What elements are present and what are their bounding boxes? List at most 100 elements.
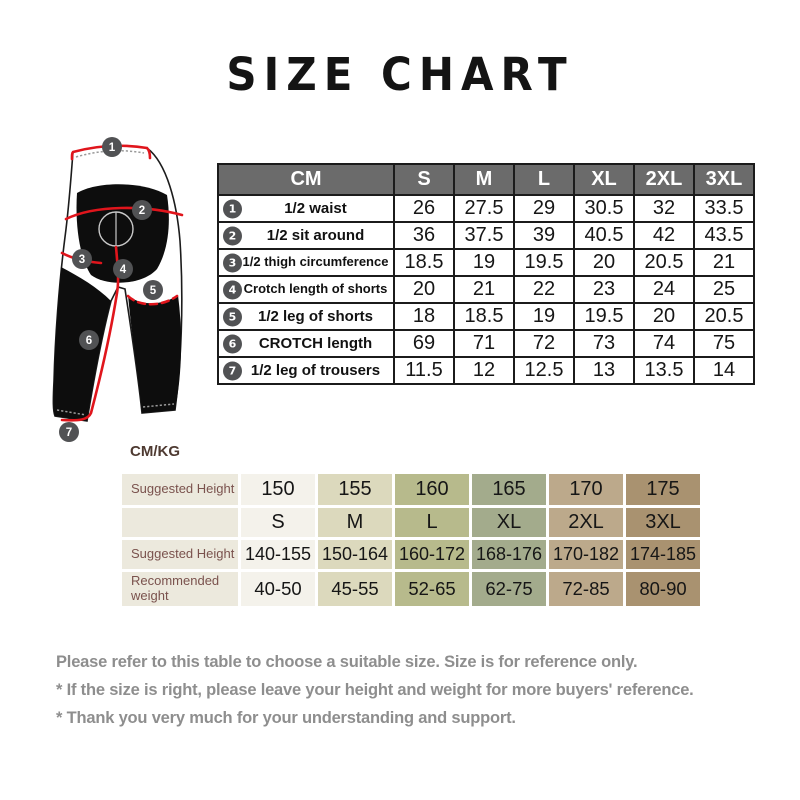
table-cell: 18: [393, 302, 455, 331]
row-number-badge: 7: [223, 361, 242, 380]
table-cell: 13: [573, 356, 635, 385]
size-col-header: 3XL: [693, 163, 755, 196]
size-col-header: 2XL: [633, 163, 695, 196]
table-cell: 36: [393, 221, 455, 250]
unit-header-cell: CM: [217, 163, 395, 196]
note-line: * If the size is right, please leave you…: [56, 681, 694, 699]
table-cell: 30.5: [573, 194, 635, 223]
table-cell: 24: [633, 275, 695, 304]
table-cell: 18.5: [393, 248, 455, 277]
measure-badge-3: 3: [72, 249, 92, 269]
row-number-badge: 4: [223, 280, 242, 299]
fit-row-recommended-weight: Recommended weight 40-50 45-55 52-65 62-…: [122, 572, 700, 606]
table-cell: 170: [549, 474, 623, 505]
table-cell: 39: [513, 221, 575, 250]
shorts-hem-dashed-line: [126, 294, 179, 306]
table-cell: 23: [573, 275, 635, 304]
measurement-label: 1/2 leg of trousers: [250, 362, 381, 379]
measurement-row-crotch-shorts: 4 Crotch length of shorts 20 21 22 23 24 …: [217, 275, 755, 304]
table-cell: 43.5: [693, 221, 755, 250]
svg-text:3: 3: [79, 254, 85, 266]
table-cell: 150: [241, 474, 315, 505]
fit-row-suggested-height-range: Suggested Height 140-155 150-164 160-172…: [122, 540, 700, 569]
table-cell: 75: [693, 329, 755, 358]
measurement-label: Crotch length of shorts: [243, 281, 388, 297]
table-cell: 2XL: [549, 508, 623, 537]
fit-table: Suggested Height 150 155 160 165 170 175…: [119, 471, 703, 609]
row-number-badge: 2: [223, 226, 242, 245]
measure-badge-5: 5: [143, 280, 163, 300]
table-cell: 74: [633, 329, 695, 358]
size-col-header: L: [513, 163, 575, 196]
measure-badge-4: 4: [113, 259, 133, 279]
measurement-row-thigh: 3 1/2 thigh circumference 18.5 19 19.5 20…: [217, 248, 755, 277]
size-col-header: XL: [573, 163, 635, 196]
table-cell: 13.5: [633, 356, 695, 385]
table-cell: 29: [513, 194, 575, 223]
row-number-badge: 1: [223, 199, 242, 218]
table-cell: 26: [393, 194, 455, 223]
right-ankle-stitching: [142, 403, 175, 408]
table-cell: 71: [453, 329, 515, 358]
hip-line: [64, 206, 184, 221]
svg-text:6: 6: [86, 335, 92, 347]
table-cell: 37.5: [453, 221, 515, 250]
table-cell: 19: [453, 248, 515, 277]
size-table-header-row: CM S M L XL 2XL 3XL: [217, 163, 755, 196]
fit-row-label: [122, 508, 238, 537]
table-cell: 11.5: [393, 356, 455, 385]
table-cell: 160: [395, 474, 469, 505]
table-cell: 27.5: [453, 194, 515, 223]
table-cell: 12: [453, 356, 515, 385]
table-cell: 155: [318, 474, 392, 505]
table-cell: 14: [693, 356, 755, 385]
fit-row-label: Suggested Height: [122, 540, 238, 569]
measure-badge-7: 7: [59, 422, 79, 442]
measurement-label: 1/2 sit around: [266, 227, 365, 244]
table-cell: 168-176: [472, 540, 546, 569]
table-cell: S: [241, 508, 315, 537]
row-number-badge: 5: [223, 307, 242, 326]
fit-row-suggested-height-top: Suggested Height 150 155 160 165 170 175: [122, 474, 700, 505]
table-cell: 20.5: [633, 248, 695, 277]
fit-row-label: Suggested Height: [122, 474, 238, 505]
table-cell: 20: [573, 248, 635, 277]
fit-row-sizes: S M L XL 2XL 3XL: [122, 508, 700, 537]
measurement-label: 1/2 leg of shorts: [257, 308, 374, 325]
table-cell: 3XL: [626, 508, 700, 537]
table-cell: 20.5: [693, 302, 755, 331]
row-number-badge: 3: [223, 253, 242, 272]
page-title: SIZE CHART: [226, 48, 574, 101]
measurement-row-crotch-length: 6 CROTCH length 69 71 72 73 74 75: [217, 329, 755, 358]
table-cell: 72: [513, 329, 575, 358]
table-cell: 160-172: [395, 540, 469, 569]
measure-badge-2: 2: [132, 200, 152, 220]
table-cell: 69: [393, 329, 455, 358]
table-cell: 150-164: [318, 540, 392, 569]
table-cell: L: [395, 508, 469, 537]
table-cell: 21: [453, 275, 515, 304]
size-col-header: S: [393, 163, 455, 196]
svg-text:7: 7: [66, 427, 72, 439]
table-cell: 19: [513, 302, 575, 331]
svg-text:2: 2: [139, 205, 145, 217]
table-cell: 52-65: [395, 572, 469, 606]
measurement-row-waist: 1 1/2 waist 26 27.5 29 30.5 32 33.5: [217, 194, 755, 223]
table-cell: 80-90: [626, 572, 700, 606]
svg-text:4: 4: [120, 264, 127, 276]
measure-badge-1: 1: [102, 137, 122, 157]
table-cell: 175: [626, 474, 700, 505]
svg-text:5: 5: [150, 285, 157, 297]
table-cell: 33.5: [693, 194, 755, 223]
table-cell: 20: [633, 302, 695, 331]
size-col-header: M: [453, 163, 515, 196]
pants-diagram: 1 2 3 4 5 6 7: [52, 137, 184, 442]
measurement-label: 1/2 waist: [284, 200, 347, 217]
note-line: * Thank you very much for your understan…: [56, 709, 516, 727]
table-cell: 40.5: [573, 221, 635, 250]
left-ankle-stitching: [56, 409, 87, 416]
table-cell: 140-155: [241, 540, 315, 569]
unit-label: CM/KG: [130, 443, 180, 460]
table-cell: 20: [393, 275, 455, 304]
note-line: Please refer to this table to choose a s…: [56, 653, 638, 671]
